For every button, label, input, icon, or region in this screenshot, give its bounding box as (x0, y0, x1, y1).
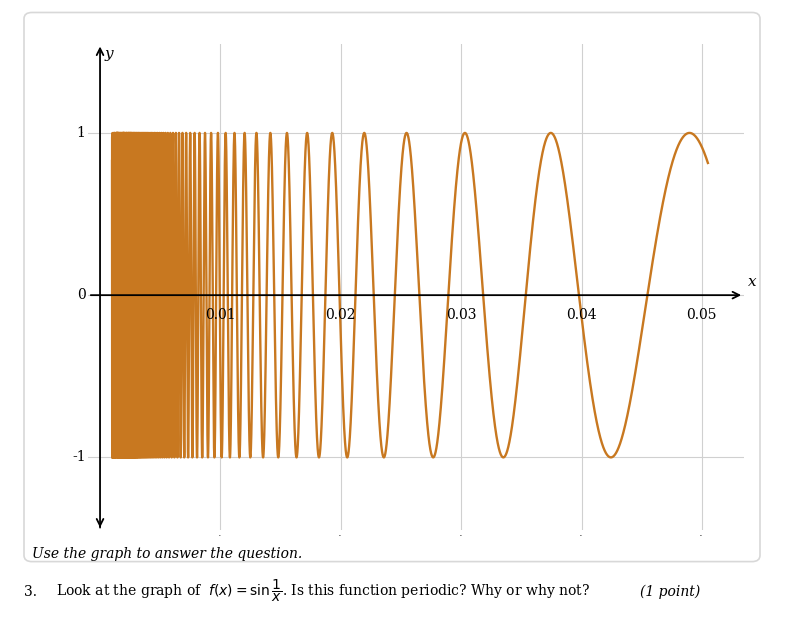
Text: Look at the graph of  $f(x) = \sin\dfrac{1}{x}$. Is this function periodic? Why : Look at the graph of $f(x) = \sin\dfrac{… (56, 577, 590, 603)
Text: -1: -1 (72, 451, 86, 464)
Text: (1 point): (1 point) (640, 585, 700, 599)
Text: 1: 1 (77, 126, 86, 140)
Text: 0.01: 0.01 (205, 308, 236, 322)
Text: 3.: 3. (24, 585, 37, 599)
Text: 0.02: 0.02 (326, 308, 356, 322)
Text: x: x (748, 275, 756, 289)
Text: y: y (105, 47, 114, 61)
Text: 0.03: 0.03 (446, 308, 476, 322)
Text: Use the graph to answer the question.: Use the graph to answer the question. (32, 547, 302, 562)
Text: 0.04: 0.04 (566, 308, 597, 322)
Text: 0: 0 (77, 288, 86, 302)
Text: 0.05: 0.05 (686, 308, 717, 322)
